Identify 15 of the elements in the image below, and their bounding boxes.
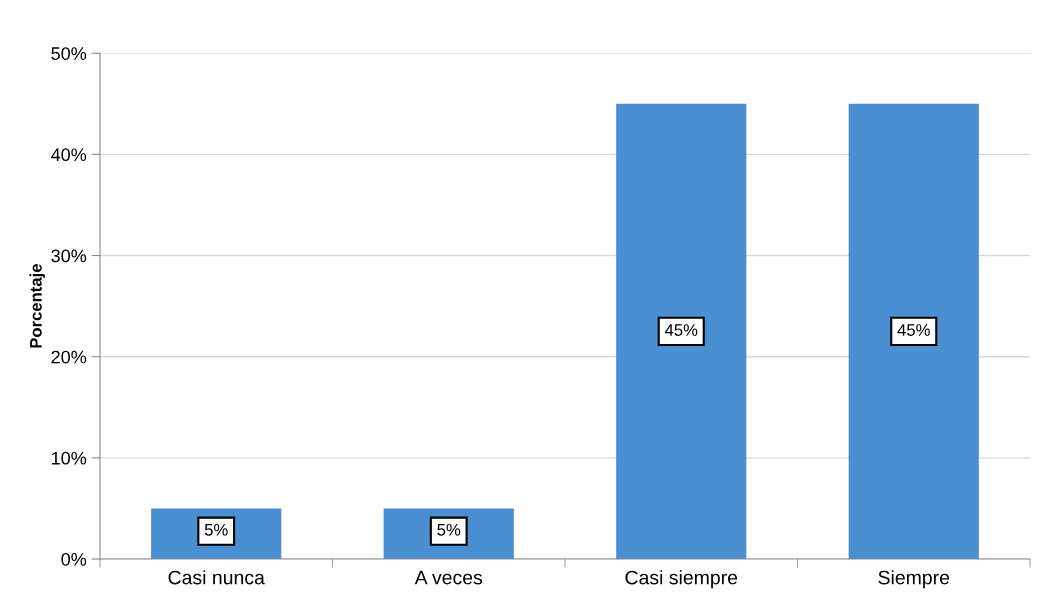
y-tick-label: 20%: [51, 350, 87, 364]
y-tick-label: 50%: [51, 47, 87, 60]
data-label: 5%: [437, 523, 461, 536]
y-tick-label: 40%: [51, 148, 87, 162]
data-label: 45%: [897, 324, 930, 336]
y-tick-label: 10%: [52, 451, 87, 465]
y-tick-label: 0%: [61, 552, 87, 566]
data-label: 5%: [204, 523, 228, 536]
y-tick-label: 30%: [51, 249, 87, 263]
x-tick-label: Siempre: [878, 570, 950, 589]
y-axis-title: Porcentaje: [29, 264, 46, 348]
x-tick-label: A veces: [414, 570, 483, 585]
x-tick-label: Casi nunca: [168, 570, 265, 585]
x-tick-label: Casi siempre: [625, 570, 738, 589]
data-label: 45%: [664, 324, 698, 336]
